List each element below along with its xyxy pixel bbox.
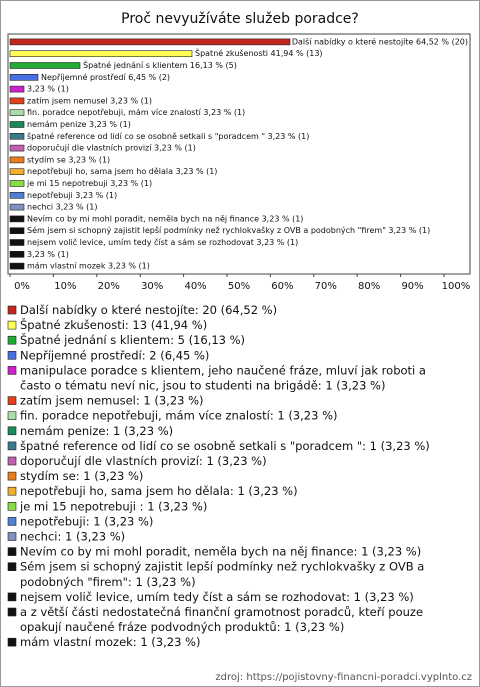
- legend-swatch: [7, 350, 17, 360]
- x-tick-label: 70%: [315, 281, 337, 292]
- bar: [9, 203, 25, 211]
- bar-label: zatím jsem nemusel 3,23 % (1): [27, 96, 152, 105]
- x-tick-label: 80%: [358, 281, 380, 292]
- legend-swatch: [7, 456, 17, 466]
- legend-swatch: [7, 517, 17, 526]
- bar: [9, 133, 25, 140]
- bar: [9, 180, 25, 187]
- chart-title: Proč nevyužíváte služeb poradce?: [121, 11, 359, 27]
- legend-swatch: [7, 486, 17, 496]
- bar: [9, 156, 25, 164]
- legend-swatch: [7, 471, 17, 481]
- bar: [9, 85, 25, 93]
- bar-label: 3,23 % (1): [27, 85, 69, 94]
- x-tick-label: 10%: [54, 281, 76, 292]
- x-tick-label: 60%: [271, 281, 293, 292]
- bar-label: Nepříjemné prostředí 6,45 % (2): [41, 72, 170, 82]
- legend-label: špatné reference od lidí co se osobně se…: [20, 438, 430, 452]
- legend-label: doporučují dle vlastních provizí: 1 (3,2…: [20, 454, 267, 468]
- legend-label: fin. poradce nepotřebuji, mám více znalo…: [20, 408, 337, 422]
- bar: [9, 251, 25, 258]
- legend-swatch: [7, 441, 17, 451]
- legend-swatch: [7, 320, 17, 330]
- legend-label: a z větší části nedostatečná finanční gr…: [20, 605, 423, 634]
- bar: [9, 74, 39, 81]
- legend-swatch: [7, 607, 17, 617]
- legend-label: nemám penize: 1 (3,23 %): [20, 423, 173, 437]
- legend-label: nepotřebuji ho, sama jsem ho dělala: 1 (…: [20, 484, 298, 498]
- bar-label: nepotřebuji ho, sama jsem ho dělala 3,23…: [27, 167, 217, 176]
- x-tick-label: 20%: [98, 281, 120, 292]
- bar-label: fin. poradce nepotřebuji, mám více znalo…: [27, 108, 245, 117]
- bar: [9, 62, 81, 69]
- legend-swatch: [7, 532, 17, 541]
- bar: [9, 192, 25, 199]
- x-tick-label: 40%: [184, 281, 206, 292]
- legend-label: nepotřebuji: 1 (3,23 %): [20, 514, 153, 528]
- bar-label: Nevím co by mi mohl poradit, neměla bych…: [27, 214, 303, 223]
- legend-label: je mi 15 nepotrebuji : 1 (3,23 %): [19, 499, 207, 513]
- legend-swatch: [7, 411, 17, 421]
- legend-label: Další nabídky o které nestojíte: 20 (64,…: [20, 303, 277, 317]
- bar-label: Špatné zkušenosti 41,94 % (13): [195, 47, 323, 58]
- bar: [9, 215, 25, 223]
- bar: [9, 262, 25, 270]
- legend-swatch: [7, 562, 17, 572]
- bar: [9, 121, 25, 128]
- legend-swatch: [7, 501, 17, 511]
- bar-label: stydím se 3,23 % (1): [27, 155, 110, 164]
- legend-label: stydím se: 1 (3,23 %): [20, 469, 143, 483]
- x-tick-label: 90%: [401, 281, 423, 292]
- legend-label: nejsem volič levice, umím tedy číst a sá…: [20, 589, 414, 603]
- bar-label: Špatné jednání s klientem 16,13 % (5): [83, 59, 237, 70]
- bar-label: Další nabídky o které nestojíte 64,52 % …: [292, 36, 468, 46]
- bar: [9, 239, 25, 246]
- legend-swatch: [7, 547, 17, 556]
- legend-label: manipulace poradce s klientem, jeho nauč…: [20, 363, 426, 392]
- legend-swatch: [7, 305, 17, 315]
- bar-label: špatné reference od lidí co se osobně se…: [27, 131, 309, 141]
- bar-label: mám vlastní mozek 3,23 % (1): [27, 262, 150, 271]
- x-tick-label: 30%: [141, 281, 163, 292]
- bar: [9, 97, 25, 105]
- x-tick-label: 0%: [14, 281, 30, 292]
- bar: [9, 168, 25, 175]
- bar-label: nemám penize 3,23 % (1): [27, 120, 131, 129]
- x-tick-label: 100%: [442, 281, 471, 292]
- x-tick-label: 50%: [228, 281, 250, 292]
- bar-label: je mi 15 nepotrebuji 3,23 % (1): [26, 179, 152, 188]
- bar: [9, 50, 193, 58]
- legend-label: Nepříjemné prostředí: 2 (6,45 %): [20, 348, 209, 362]
- bar: [9, 38, 291, 46]
- legend-label: Špatné zkušenosti: 13 (41,94 %): [20, 317, 207, 332]
- bar-label: Sém jsem si schopný zajistit lepší podmí…: [27, 225, 430, 235]
- bar: [9, 227, 25, 234]
- legend-swatch: [7, 366, 17, 375]
- legend-label: Sém jsem si schopný zajistit lepší podmí…: [20, 559, 424, 588]
- bar-label: nepotřebuji 3,23 % (1): [27, 191, 117, 200]
- legend-swatch: [7, 396, 17, 405]
- bar: [9, 144, 25, 152]
- legend-swatch: [7, 426, 17, 436]
- legend-label: zatím jsem nemusel: 1 (3,23 %): [20, 393, 204, 407]
- bar-label: nejsem volič levice, umím tedy číst a sá…: [27, 237, 298, 247]
- legend-label: Špatné jednání s klientem: 5 (16,13 %): [20, 332, 245, 347]
- legend-swatch: [7, 592, 17, 602]
- bar-label: nechci 3,23 % (1): [27, 203, 97, 212]
- legend-label: nechci: 1 (3,23 %): [20, 529, 125, 543]
- legend-swatch: [7, 637, 17, 647]
- bar-label: doporučují dle vlastních provizí 3,23 % …: [27, 143, 196, 153]
- bar: [9, 109, 25, 116]
- plot-area: [7, 33, 471, 275]
- legend-swatch: [7, 335, 17, 345]
- source: zdroj: https://pojistovny-financni-porad…: [215, 672, 472, 683]
- bar-label: 3,23 % (1): [27, 250, 69, 259]
- legend-label: Nevím co by mi mohl poradit, neměla bych…: [20, 544, 421, 558]
- legend-label: mám vlastní mozek: 1 (3,23 %): [20, 635, 200, 649]
